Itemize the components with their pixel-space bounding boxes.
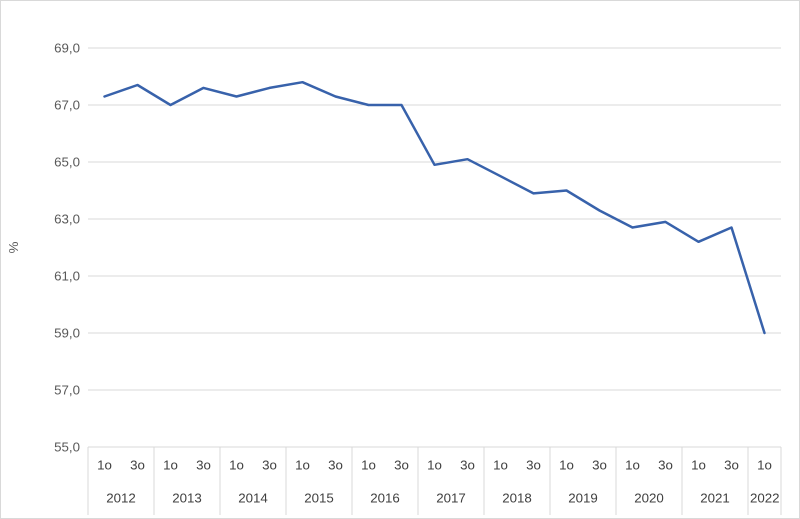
svg-text:1o: 1o	[559, 458, 574, 473]
svg-text:67,0: 67,0	[54, 98, 80, 113]
svg-text:61,0: 61,0	[54, 269, 80, 284]
svg-text:3o: 3o	[658, 458, 673, 473]
svg-text:%: %	[6, 241, 21, 253]
svg-text:2022: 2022	[750, 491, 780, 506]
svg-text:55,0: 55,0	[54, 440, 80, 455]
svg-text:3o: 3o	[526, 458, 541, 473]
svg-text:2020: 2020	[634, 491, 664, 506]
svg-text:2014: 2014	[238, 491, 268, 506]
svg-text:1o: 1o	[427, 458, 442, 473]
svg-text:1o: 1o	[229, 458, 244, 473]
svg-text:3o: 3o	[262, 458, 277, 473]
svg-text:1o: 1o	[361, 458, 376, 473]
svg-text:59,0: 59,0	[54, 326, 80, 341]
svg-text:3o: 3o	[460, 458, 475, 473]
svg-text:2019: 2019	[568, 491, 598, 506]
svg-text:2013: 2013	[172, 491, 202, 506]
svg-text:1o: 1o	[757, 458, 772, 473]
svg-text:57,0: 57,0	[54, 383, 80, 398]
svg-text:1o: 1o	[625, 458, 640, 473]
svg-text:3o: 3o	[592, 458, 607, 473]
svg-text:2012: 2012	[106, 491, 136, 506]
svg-text:65,0: 65,0	[54, 155, 80, 170]
svg-text:3o: 3o	[394, 458, 409, 473]
svg-text:3o: 3o	[196, 458, 211, 473]
svg-text:2016: 2016	[370, 491, 400, 506]
svg-text:2017: 2017	[436, 491, 466, 506]
svg-text:69,0: 69,0	[54, 41, 80, 56]
svg-text:1o: 1o	[97, 458, 112, 473]
svg-text:1o: 1o	[163, 458, 178, 473]
svg-text:1o: 1o	[493, 458, 508, 473]
svg-text:63,0: 63,0	[54, 212, 80, 227]
svg-text:3o: 3o	[724, 458, 739, 473]
svg-text:1o: 1o	[295, 458, 310, 473]
svg-text:3o: 3o	[328, 458, 343, 473]
svg-text:2021: 2021	[700, 491, 730, 506]
svg-text:1o: 1o	[691, 458, 706, 473]
svg-text:3o: 3o	[130, 458, 145, 473]
svg-text:2018: 2018	[502, 491, 532, 506]
svg-text:2015: 2015	[304, 491, 334, 506]
